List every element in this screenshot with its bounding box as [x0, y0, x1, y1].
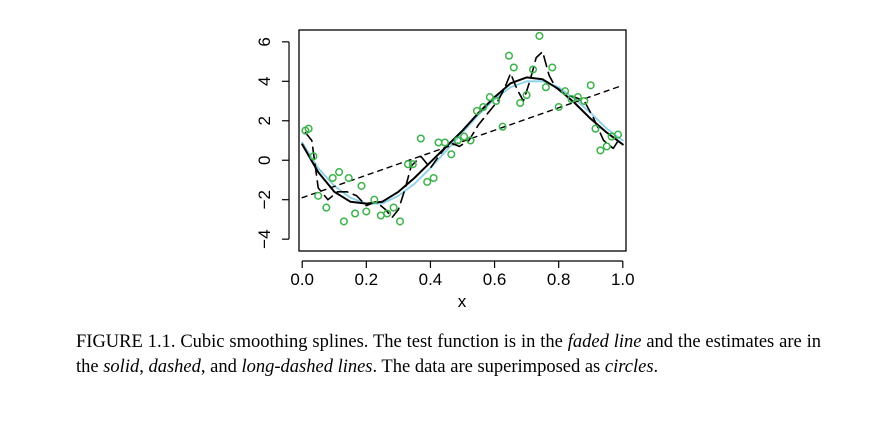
caption-faded: faded line	[567, 332, 642, 352]
x-axis-label: x	[458, 292, 467, 311]
data-point	[472, 106, 481, 115]
data-point	[362, 207, 371, 216]
data-point	[447, 150, 456, 159]
caption-prefix: FIGURE 1.1. Cubic smoothing splines. The…	[76, 332, 568, 352]
data-point	[498, 122, 507, 131]
data-point	[322, 203, 331, 212]
data-point	[522, 91, 531, 100]
data-point	[376, 211, 385, 220]
data-point	[304, 124, 313, 133]
caption-solid: solid	[103, 357, 140, 377]
data-point	[460, 132, 469, 141]
caption-mid1: and the estimates are in the	[76, 332, 822, 377]
data-point	[516, 98, 525, 108]
caption-end: .	[653, 357, 659, 377]
data-points	[301, 31, 623, 226]
data-point	[389, 203, 398, 212]
data-point	[339, 217, 348, 226]
caption-sep1: ,	[139, 357, 149, 377]
data-point	[613, 130, 623, 139]
data-point	[335, 168, 344, 177]
caption-longdashed: long-dashed lines	[241, 357, 373, 377]
data-point	[453, 136, 462, 145]
data-point	[408, 160, 417, 169]
x-axis: 0.0 0.2 0.4 0.6 0.8 1.0	[290, 260, 635, 289]
data-point	[528, 65, 538, 74]
x-tick-label: 0.6	[483, 270, 507, 289]
data-point	[309, 152, 318, 161]
data-point	[580, 96, 589, 106]
x-tick-label: 0.2	[355, 270, 379, 289]
data-point	[357, 181, 366, 190]
data-point	[541, 83, 550, 92]
data-point	[314, 191, 323, 200]
data-point	[466, 136, 475, 145]
y-tick-label: 6	[255, 37, 274, 46]
data-point	[429, 173, 438, 183]
data-point	[586, 81, 595, 90]
data-point	[504, 51, 514, 60]
x-tick-label: 1.0	[611, 270, 635, 289]
y-tick-label: −2	[255, 190, 274, 209]
caption-mid2: . The data are superimposed as	[372, 357, 605, 377]
data-point	[554, 102, 563, 112]
data-point	[403, 160, 413, 169]
data-point	[370, 195, 379, 204]
y-tick-label: −4	[255, 229, 274, 248]
series-faded-line	[301, 80, 624, 205]
data-point	[509, 63, 518, 72]
x-tick-label: 0.4	[419, 270, 443, 289]
x-tick-label: 0.0	[290, 270, 314, 289]
data-point	[573, 93, 582, 102]
y-tick-label: 0	[255, 155, 274, 164]
spline-chart: 0.0 0.2 0.4 0.6 0.8 1.0 −4 −2 0 2 4 6 x	[255, 29, 635, 311]
data-point	[395, 217, 405, 226]
y-axis: −4 −2 0 2 4 6	[255, 37, 290, 249]
caption-sep2: , and	[200, 357, 242, 377]
data-point	[423, 177, 432, 186]
data-point	[485, 93, 494, 102]
series-dashed-line	[301, 84, 624, 199]
caption-circles: circles	[604, 357, 654, 377]
y-tick-label: 4	[255, 77, 274, 86]
caption-dashed: dashed	[148, 357, 201, 377]
data-point	[440, 138, 449, 147]
y-tick-label: 2	[255, 116, 274, 125]
data-point	[561, 87, 570, 96]
data-point	[416, 134, 425, 143]
data-point	[351, 209, 360, 218]
data-point	[383, 209, 392, 218]
data-point	[328, 173, 337, 183]
series-solid-line	[301, 76, 624, 205]
plot-frame	[298, 29, 627, 252]
data-point	[596, 146, 605, 155]
data-point	[434, 138, 443, 147]
data-point	[479, 102, 488, 112]
figure-caption: FIGURE 1.1. Cubic smoothing splines. The…	[76, 330, 821, 380]
data-point	[548, 63, 557, 72]
data-point	[344, 173, 353, 183]
x-tick-label: 0.8	[547, 270, 571, 289]
data-point	[591, 124, 600, 133]
data-point	[492, 96, 501, 106]
data-point	[535, 31, 544, 40]
data-point	[602, 142, 611, 151]
